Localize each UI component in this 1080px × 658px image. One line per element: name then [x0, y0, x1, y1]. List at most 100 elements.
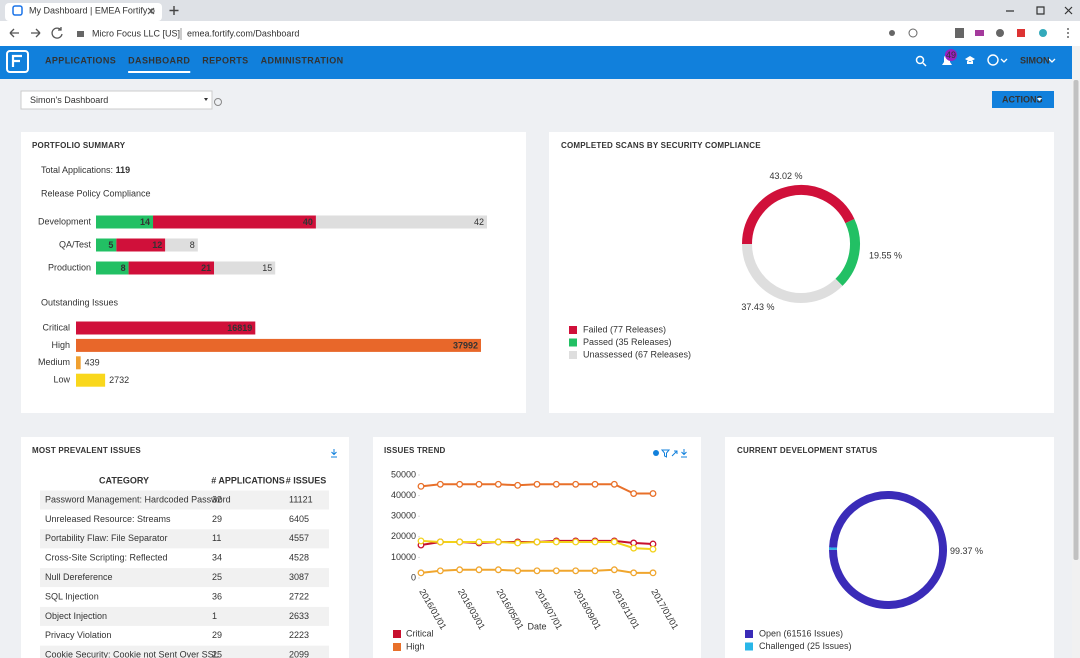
bar-segment [315, 215, 487, 229]
nav-item[interactable]: ADMINISTRATION [261, 55, 344, 65]
select-arrow [204, 98, 208, 101]
y-tick-label: 30000 [391, 511, 416, 521]
logo[interactable] [6, 50, 29, 73]
legend-swatch [745, 630, 753, 638]
trend-point [494, 480, 502, 488]
trend-point [572, 538, 580, 546]
trend-point [417, 569, 425, 577]
badge [945, 49, 957, 61]
address-bar [0, 21, 1080, 46]
legend-swatch [393, 630, 401, 638]
table-cell: 29 [212, 514, 222, 524]
table-row [40, 529, 329, 549]
trend-point [591, 567, 599, 575]
category-label: Critical [42, 322, 70, 332]
bar-segment [214, 261, 276, 275]
chart-title: Release Policy Compliance [41, 188, 151, 198]
data-label: 5 [108, 240, 113, 250]
trend-point [417, 537, 425, 545]
table-cell: Unreleased Resource: Streams [45, 514, 171, 524]
donut-slice [835, 218, 860, 286]
url-host: emea.fortify.com [187, 28, 253, 38]
table-cell: Password Management: Hardcoded Password [45, 494, 231, 504]
donut-slice [828, 491, 947, 609]
table-row [40, 568, 329, 588]
legend-label: Open (61516 Issues) [759, 628, 843, 638]
tab-title: My Dashboard | EMEA Fortify o [29, 5, 155, 15]
learn-icon[interactable] [965, 56, 975, 64]
search-icon[interactable] [915, 55, 925, 65]
legend-swatch [745, 642, 753, 651]
actions-button[interactable] [992, 91, 1054, 108]
trend-point [552, 480, 560, 488]
table-cell: Privacy Violation [45, 630, 111, 640]
table-cell: Cross-Site Scripting: Reflected [45, 553, 168, 563]
table-cell: 36 [212, 591, 222, 601]
chart-tools[interactable] [660, 449, 678, 458]
app-nav [0, 46, 1072, 79]
panel [725, 437, 1054, 658]
trend-point [610, 480, 618, 488]
actions-arrow [1037, 98, 1042, 101]
nav-arrows[interactable] [9, 28, 41, 38]
total-applications: Total Applications: 119 [41, 165, 130, 175]
chevrons [1000, 58, 1056, 63]
tab-icon [12, 5, 23, 16]
slice-label: 19.55 % [869, 250, 902, 260]
trend-point [514, 567, 522, 575]
user-menu[interactable]: SIMON [1020, 55, 1050, 65]
nav-item[interactable]: DASHBOARD [128, 55, 190, 65]
nav-item[interactable]: APPLICATIONS [45, 55, 116, 65]
nav-item[interactable]: REPORTS [202, 55, 248, 65]
panel [549, 132, 1054, 413]
trend-point [514, 539, 522, 547]
trend-point [475, 538, 483, 546]
data-label: 37992 [453, 340, 478, 350]
panel-title: CURRENT DEVELOPMENT STATUS [737, 446, 878, 455]
table-cell: 11121 [289, 494, 313, 504]
tab-close[interactable] [147, 7, 155, 15]
table-row [40, 606, 329, 626]
bar-segment [96, 261, 129, 275]
scroll-thumb[interactable] [1073, 80, 1079, 560]
table-cell: 2722 [289, 591, 309, 601]
table-cell: 25 [212, 650, 222, 658]
trend-point [533, 538, 541, 546]
table-cell: Null Dereference [45, 572, 113, 582]
dashboard-select-text: Simon's Dashboard [30, 95, 108, 105]
window-controls[interactable] [1006, 6, 1073, 15]
y-tick-label: 20000 [391, 531, 416, 541]
trend-point [610, 538, 618, 546]
trend-point [456, 538, 464, 546]
table-cell: Cookie Security: Cookie not Sent Over SS… [45, 650, 219, 658]
table-cell: SQL Injection [45, 591, 99, 601]
y-tick-label: 10000 [391, 552, 416, 562]
donut-slice [742, 243, 843, 303]
tab[interactable] [5, 3, 162, 21]
trend-point [533, 480, 541, 488]
trend-point [552, 567, 560, 575]
legend-toggle[interactable] [653, 450, 659, 456]
trend-point [475, 566, 483, 574]
trend-point [475, 480, 483, 488]
table-cell: 1 [212, 611, 217, 621]
logo-mark [11, 54, 22, 67]
help-icon[interactable] [987, 54, 999, 66]
category-label: Low [53, 375, 70, 385]
dashboard-select[interactable] [20, 90, 213, 110]
download-icon[interactable] [331, 449, 687, 458]
trend-point [591, 538, 599, 546]
trend-point [552, 538, 560, 546]
trend-point [572, 480, 580, 488]
category-label: High [51, 340, 70, 350]
category-label: Development [38, 216, 92, 226]
table-cell: 4528 [289, 553, 309, 563]
reload[interactable] [51, 27, 63, 39]
data-label: 16819 [227, 323, 252, 333]
help[interactable] [214, 98, 222, 106]
total-value: 119 [116, 165, 131, 175]
new-tab[interactable] [169, 6, 179, 15]
lock [77, 31, 84, 37]
